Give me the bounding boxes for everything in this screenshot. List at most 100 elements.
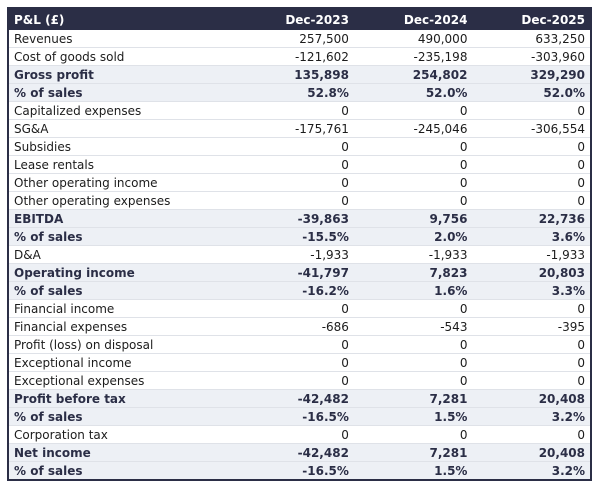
table-row: Operating income -41,797 7,823 20,803 [8, 263, 591, 282]
row-label: Other operating income [8, 173, 236, 192]
row-value: 3.3% [472, 281, 591, 300]
table-row: Capitalized expenses 0 0 0 [8, 101, 591, 120]
row-value: -543 [353, 317, 473, 336]
row-value: -175,761 [235, 119, 354, 138]
row-label: Exceptional expenses [8, 371, 236, 390]
row-value: 0 [235, 425, 354, 444]
row-value: -121,602 [235, 47, 354, 66]
row-label: SG&A [8, 119, 236, 138]
row-value: 0 [235, 353, 354, 372]
table-row: Profit (loss) on disposal 0 0 0 [8, 335, 591, 354]
row-value: 0 [353, 425, 473, 444]
row-value: -16.5% [235, 407, 354, 426]
table-row: Other operating expenses 0 0 0 [8, 191, 591, 210]
row-value: -1,933 [353, 245, 473, 264]
row-value: 1.5% [353, 461, 473, 480]
row-value: 0 [472, 101, 591, 120]
row-value: -41,797 [235, 263, 354, 282]
row-value: -303,960 [472, 47, 591, 66]
row-value: -245,046 [353, 119, 473, 138]
row-value: 1.5% [353, 407, 473, 426]
row-label: Cost of goods sold [8, 47, 236, 66]
row-value: 0 [353, 101, 473, 120]
row-label: Profit before tax [8, 389, 236, 408]
row-value: -395 [472, 317, 591, 336]
row-label: Lease rentals [8, 155, 236, 174]
table-row: % of sales -16.5% 1.5% 3.2% [8, 461, 591, 480]
row-label: % of sales [8, 83, 236, 102]
row-value: 0 [472, 335, 591, 354]
row-value: -42,482 [235, 389, 354, 408]
header-col-dec-2023: Dec-2023 [235, 8, 354, 30]
row-value: 1.6% [353, 281, 473, 300]
table-row: Profit before tax -42,482 7,281 20,408 [8, 389, 591, 408]
row-value: -42,482 [235, 443, 354, 462]
row-value: 0 [353, 191, 473, 210]
row-label: Corporation tax [8, 425, 236, 444]
header-col-dec-2024: Dec-2024 [353, 8, 473, 30]
row-value: 0 [472, 137, 591, 156]
row-value: 0 [472, 425, 591, 444]
row-label: D&A [8, 245, 236, 264]
table-body: Revenues 257,500 490,000 633,250 Cost of goo… [8, 30, 591, 480]
row-value: 0 [353, 137, 473, 156]
row-label: Other operating expenses [8, 191, 236, 210]
pnl-table: P&L (£) Dec-2023 Dec-2024 Dec-2025 Reven… [7, 7, 592, 481]
row-value: 7,281 [353, 443, 473, 462]
row-value: 22,736 [472, 209, 591, 228]
row-value: 20,803 [472, 263, 591, 282]
row-value: 135,898 [235, 65, 354, 84]
row-value: 0 [472, 353, 591, 372]
row-label: Subsidies [8, 137, 236, 156]
row-value: 7,281 [353, 389, 473, 408]
row-value: -16.5% [235, 461, 354, 480]
row-value: 3.2% [472, 461, 591, 480]
row-value: 329,290 [472, 65, 591, 84]
row-value: -1,933 [472, 245, 591, 264]
pnl-statement: P&L (£) Dec-2023 Dec-2024 Dec-2025 Reven… [7, 7, 592, 481]
row-value: 20,408 [472, 389, 591, 408]
row-value: 0 [235, 191, 354, 210]
table-row: Subsidies 0 0 0 [8, 137, 591, 156]
row-value: 3.6% [472, 227, 591, 246]
row-value: 490,000 [417, 31, 468, 46]
header-col-dec-2025: Dec-2025 [472, 8, 591, 30]
row-value: -686 [235, 317, 354, 336]
row-value: 254,802 [353, 65, 473, 84]
row-label: Exceptional income [8, 353, 236, 372]
row-value: 0 [472, 155, 591, 174]
row-value: 0 [353, 155, 473, 174]
table-row: Net income -42,482 7,281 20,408 [8, 443, 591, 462]
row-value: 0 [353, 173, 473, 192]
row-value: 257,500 [299, 31, 349, 46]
row-label: Net income [8, 443, 236, 462]
row-value: 0 [472, 299, 591, 318]
table-row: % of sales 52.8% 52.0% 52.0% [8, 83, 591, 102]
row-label: Revenues [14, 31, 73, 46]
table-row: Cost of goods sold -121,602 -235,198 -303,9… [8, 47, 591, 66]
table-row: % of sales -16.5% 1.5% 3.2% [8, 407, 591, 426]
table-row: Gross profit 135,898 254,802 329,290 [8, 65, 591, 84]
table-row: % of sales -15.5% 2.0% 3.6% [8, 227, 591, 246]
row-value: 52.8% [235, 83, 354, 102]
table-row: Corporation tax 0 0 0 [8, 425, 591, 444]
table-row: SG&A -175,761 -245,046 -306,554 [8, 119, 591, 138]
row-value: 7,823 [353, 263, 473, 282]
row-value: -39,863 [235, 209, 354, 228]
row-value: -16.2% [235, 281, 354, 300]
table-row: Lease rentals 0 0 0 [8, 155, 591, 174]
row-value: -15.5% [235, 227, 354, 246]
row-value: 0 [235, 371, 354, 390]
row-label: EBITDA [8, 209, 236, 228]
row-value: -306,554 [472, 119, 591, 138]
table-row: Revenues 257,500 490,000 633,250 [8, 30, 591, 48]
row-value: 633,250 [535, 31, 585, 46]
row-value: 0 [353, 353, 473, 372]
row-value: 0 [353, 335, 473, 354]
table-row: Financial expenses -686 -543 -395 [8, 317, 591, 336]
table-row: EBITDA -39,863 9,756 22,736 [8, 209, 591, 228]
row-value: 52.0% [353, 83, 473, 102]
table-row: D&A -1,933 -1,933 -1,933 [8, 245, 591, 264]
row-label: Profit (loss) on disposal [8, 335, 236, 354]
table-row: % of sales -16.2% 1.6% 3.3% [8, 281, 591, 300]
